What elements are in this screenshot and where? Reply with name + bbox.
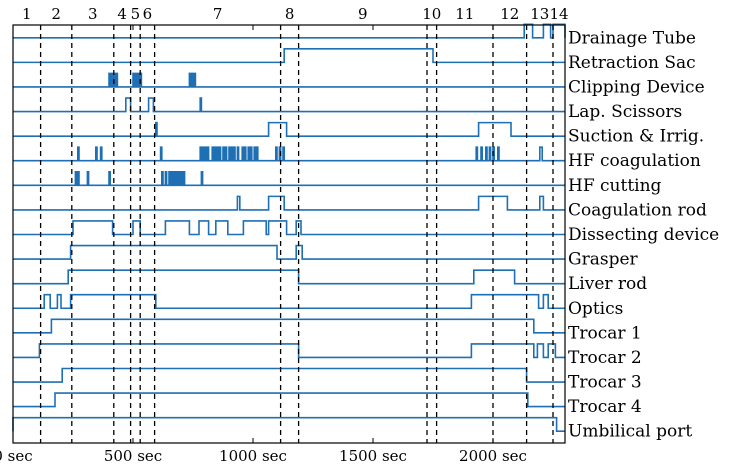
phase-label-4: 4 [117, 5, 127, 23]
series-line-drainage-tube [13, 23, 566, 39]
series-line-dissecting-device [13, 220, 565, 236]
series-line-trocar-1 [13, 318, 565, 334]
phase-boundary-lines [39, 25, 554, 443]
x-tick-label-0: 0 sec [0, 447, 33, 465]
x-tick-label-1500: 1500 sec [339, 447, 407, 465]
series-line-hf-coagulation [13, 146, 565, 162]
phase-label-9: 9 [358, 5, 368, 23]
plot-frame [12, 24, 566, 444]
series-line-coagulation-rod [13, 195, 565, 211]
row-label-dissecting-device: Dissecting device [568, 225, 719, 245]
x-tick-label-2000: 2000 sec [459, 447, 527, 465]
row-label-retraction-sac: Retraction Sac [568, 53, 696, 73]
row-label-clipping-device: Clipping Device [568, 77, 705, 97]
row-label-coagulation-rod: Coagulation rod [568, 200, 707, 220]
series-line-trocar-4 [13, 392, 565, 408]
row-label-trocar-3: Trocar 3 [568, 373, 642, 393]
series-line-liver-rod [13, 269, 565, 285]
series-line-suction-irrig [13, 121, 565, 137]
phase-label-1: 1 [22, 5, 32, 23]
series-line-hf-cutting [13, 170, 565, 187]
row-label-grasper: Grasper [568, 250, 639, 270]
phase-label-5: 5 [131, 5, 141, 23]
series-line-umbilical-port [12, 416, 565, 432]
series-line-optics [13, 293, 565, 310]
row-label-trocar-4: Trocar 4 [568, 397, 642, 417]
row-label-trocar-2: Trocar 2 [568, 348, 642, 368]
lane-lines [12, 23, 566, 432]
x-axis-ticks: 0 sec 500 sec 1000 sec 1500 sec 2000 sec [0, 25, 527, 465]
row-label-liver-rod: Liver rod [568, 274, 647, 294]
series-line-retraction-sac [13, 48, 565, 64]
phase-label-12: 12 [500, 5, 519, 23]
phase-label-10: 10 [422, 5, 441, 23]
row-label-hf-cutting: HF cutting [568, 176, 662, 196]
row-label-trocar-1: Trocar 1 [568, 323, 642, 343]
plot-border [12, 24, 566, 444]
row-label-umbilical-port: Umbilical port [568, 422, 692, 442]
phase-label-8: 8 [285, 5, 295, 23]
series-line-trocar-2 [13, 343, 565, 359]
x-tick-label-1000: 1000 sec [219, 447, 287, 465]
phase-label-11: 11 [455, 5, 474, 23]
phase-label-13: 13 [530, 5, 549, 23]
series-line-clipping-device [13, 72, 565, 88]
series-line-lap-scissors [13, 97, 565, 113]
phase-labels: 1 2 3 4 5 6 7 8 9 10 11 12 13 14 [22, 5, 569, 23]
phase-label-6: 6 [143, 5, 153, 23]
x-tick-label-500: 500 sec [104, 447, 162, 465]
row-label-hf-coagulation: HF coagulation [568, 151, 701, 171]
row-label-drainage-tube: Drainage Tube [568, 28, 696, 48]
series-line-grasper [13, 244, 565, 260]
phase-label-3: 3 [88, 5, 98, 23]
phase-label-14: 14 [549, 5, 568, 23]
row-labels: Drainage Tube Retraction Sac Clipping Devi… [568, 28, 719, 441]
series-line-trocar-3 [13, 367, 565, 383]
row-label-lap-scissors: Lap. Scissors [568, 102, 682, 122]
row-label-suction-irrig: Suction & Irrig. [568, 127, 704, 147]
phase-label-2: 2 [51, 5, 61, 23]
row-label-optics: Optics [568, 299, 623, 319]
phase-label-7: 7 [213, 5, 223, 23]
